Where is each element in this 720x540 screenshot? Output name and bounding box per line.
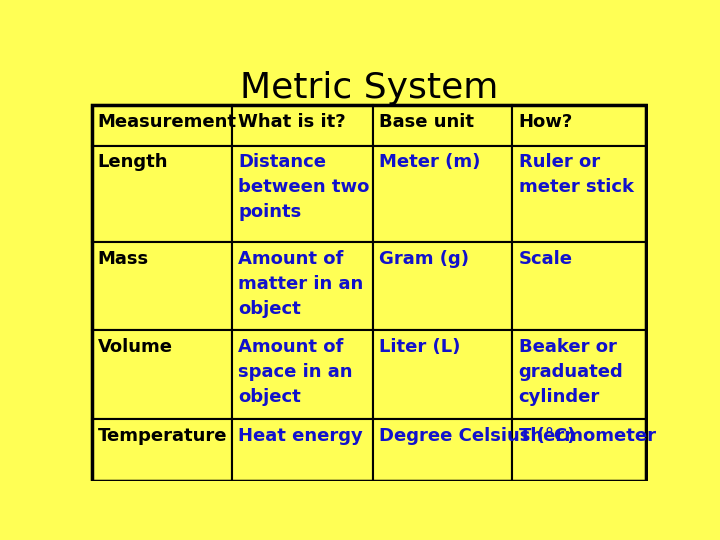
Bar [513, 419, 647, 481]
Text: Mass: Mass [98, 249, 149, 268]
Text: Liter (L): Liter (L) [379, 338, 461, 356]
Text: Amount of
space in an
object: Amount of space in an object [238, 338, 353, 406]
Text: Metric System: Metric System [240, 71, 498, 105]
Text: Gram (g): Gram (g) [379, 249, 469, 268]
Text: Heat energy: Heat energy [238, 427, 363, 445]
Text: Thermometer: Thermometer [518, 427, 657, 445]
Bar [91, 242, 232, 330]
Text: Base unit: Base unit [379, 112, 474, 131]
Text: How?: How? [518, 112, 573, 131]
Text: Temperature: Temperature [98, 427, 228, 445]
Text: Volume: Volume [98, 338, 173, 356]
Bar [91, 330, 232, 419]
Text: Beaker or
graduated
cylinder: Beaker or graduated cylinder [518, 338, 624, 406]
Text: Ruler or
meter stick: Ruler or meter stick [518, 153, 634, 197]
Bar [513, 242, 647, 330]
Bar [91, 419, 232, 481]
Bar [232, 105, 373, 146]
Bar [232, 330, 373, 419]
Text: Measurement: Measurement [98, 112, 237, 131]
Text: Meter (m): Meter (m) [379, 153, 480, 171]
Bar [513, 105, 647, 146]
Text: Degree Celsius (°C): Degree Celsius (°C) [379, 427, 575, 445]
Bar [91, 146, 232, 242]
Text: Length: Length [98, 153, 168, 171]
Text: Distance
between two
points: Distance between two points [238, 153, 369, 221]
Bar [373, 330, 513, 419]
Bar [373, 242, 513, 330]
Bar [232, 419, 373, 481]
Text: Amount of
matter in an
object: Amount of matter in an object [238, 249, 364, 318]
Bar [373, 419, 513, 481]
Bar [91, 105, 232, 146]
Bar [373, 105, 513, 146]
Text: What is it?: What is it? [238, 112, 346, 131]
Bar [232, 242, 373, 330]
Bar [373, 146, 513, 242]
Bar [513, 330, 647, 419]
Bar [513, 146, 647, 242]
Text: Scale: Scale [518, 249, 572, 268]
Bar [232, 146, 373, 242]
